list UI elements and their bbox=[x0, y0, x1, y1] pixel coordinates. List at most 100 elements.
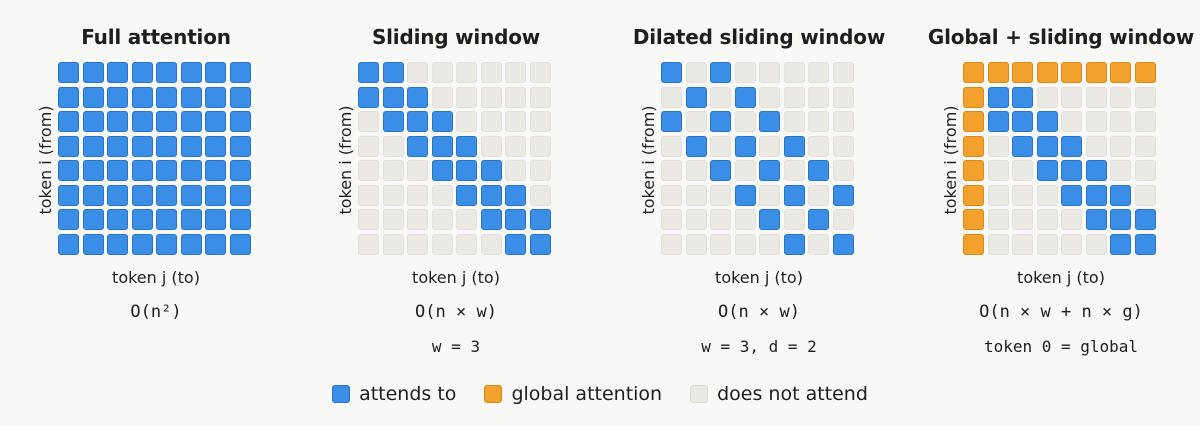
global-cell bbox=[963, 62, 984, 83]
attends-cell bbox=[180, 184, 202, 206]
attention-matrix bbox=[963, 62, 1159, 257]
attends-cell bbox=[229, 233, 251, 255]
global-cell bbox=[1012, 62, 1033, 83]
no-attend-cell bbox=[382, 160, 404, 181]
legend-label: attends to bbox=[359, 383, 457, 405]
attends-cell bbox=[107, 135, 128, 157]
legend-label: global attention bbox=[511, 383, 663, 405]
no-attend-cell bbox=[832, 209, 854, 230]
attends-cell bbox=[1012, 135, 1033, 157]
no-attend-cell bbox=[431, 233, 453, 255]
attends-cell bbox=[1134, 233, 1156, 255]
attends-cell bbox=[180, 111, 202, 132]
no-attend-cell bbox=[759, 184, 780, 206]
attends-cell bbox=[505, 184, 526, 206]
complexity-label: O(n × w) bbox=[415, 302, 497, 322]
attends-cell bbox=[710, 160, 731, 181]
no-attend-cell bbox=[1110, 86, 1131, 108]
attends-cell bbox=[808, 209, 829, 230]
no-attend-cell bbox=[832, 86, 854, 108]
attends-cell bbox=[58, 184, 79, 206]
attends-cell bbox=[987, 111, 1009, 132]
no-attend-cell bbox=[685, 111, 707, 132]
no-attend-cell bbox=[480, 233, 502, 255]
no-attend-cell bbox=[808, 86, 829, 108]
global-cell bbox=[963, 111, 984, 132]
parameter-label: token 0 = global bbox=[983, 337, 1139, 356]
no-attend-cell bbox=[1061, 86, 1082, 108]
no-attend-cell bbox=[358, 184, 379, 206]
panel-title: Full attention bbox=[81, 25, 231, 49]
no-attend-cell bbox=[808, 111, 829, 132]
no-attend-cell bbox=[832, 111, 854, 132]
global-cell bbox=[963, 86, 984, 108]
attends-cell bbox=[180, 62, 202, 83]
no-attend-cell bbox=[1134, 184, 1156, 206]
no-attend-cell bbox=[407, 160, 428, 181]
no-attend-cell bbox=[529, 86, 551, 108]
attention-matrix bbox=[358, 62, 554, 257]
no-attend-cell bbox=[685, 209, 707, 230]
no-attend-cell bbox=[759, 135, 780, 157]
no-attend-cell bbox=[808, 184, 829, 206]
attends-cell bbox=[1110, 184, 1131, 206]
no-attend-cell bbox=[661, 135, 682, 157]
no-attend-cell bbox=[505, 86, 526, 108]
no-attend-cell bbox=[1110, 160, 1131, 181]
attends-cell bbox=[58, 209, 79, 230]
no-attend-cell bbox=[456, 209, 477, 230]
no-attend-cell bbox=[505, 160, 526, 181]
legend-item-attends: attends to bbox=[332, 383, 456, 405]
global-cell bbox=[1061, 62, 1082, 83]
global-cell bbox=[963, 233, 984, 255]
attends-cell bbox=[58, 86, 79, 108]
no-attend-cell bbox=[505, 135, 526, 157]
attends-cell bbox=[734, 86, 756, 108]
attends-cell bbox=[987, 86, 1009, 108]
attends-cell bbox=[205, 111, 226, 132]
attention-matrix bbox=[661, 62, 857, 257]
attends-cell bbox=[431, 111, 453, 132]
attends-cell bbox=[407, 86, 428, 108]
no-attend-cell bbox=[661, 184, 682, 206]
no-attend-cell bbox=[685, 184, 707, 206]
attends-cell bbox=[759, 111, 780, 132]
no-attend-cell bbox=[759, 86, 780, 108]
no-attend-cell bbox=[1061, 233, 1082, 255]
no-attend-cell bbox=[1036, 86, 1058, 108]
no-attend-cell bbox=[987, 160, 1009, 181]
no-attend-cell bbox=[734, 233, 756, 255]
no-attend-cell bbox=[1134, 111, 1156, 132]
y-axis-label: token i (from) bbox=[639, 105, 658, 215]
no-attend-cell bbox=[529, 135, 551, 157]
no-attend-cell bbox=[783, 86, 805, 108]
attends-cell bbox=[107, 160, 128, 181]
attends-cell bbox=[205, 184, 226, 206]
no-attend-cell bbox=[1134, 86, 1156, 108]
no-attend-cell bbox=[783, 111, 805, 132]
no-attend-cell bbox=[407, 184, 428, 206]
attends-cell bbox=[131, 209, 153, 230]
attends-cell bbox=[783, 135, 805, 157]
attends-cell bbox=[1012, 86, 1033, 108]
no-attend-cell bbox=[1085, 86, 1107, 108]
global-cell bbox=[963, 184, 984, 206]
attends-cell bbox=[82, 111, 104, 132]
attends-cell bbox=[734, 184, 756, 206]
attends-cell bbox=[156, 135, 177, 157]
attends-cell bbox=[131, 184, 153, 206]
panel-full-attention: Full attention token i (from) token j (t… bbox=[36, 0, 340, 370]
attends-cell bbox=[107, 86, 128, 108]
attends-cell bbox=[783, 184, 805, 206]
attends-cell bbox=[58, 62, 79, 83]
attends-cell bbox=[358, 86, 379, 108]
attends-cell bbox=[229, 160, 251, 181]
no-attend-cell bbox=[1012, 209, 1033, 230]
attends-cell bbox=[759, 209, 780, 230]
global-cell bbox=[963, 160, 984, 181]
attends-cell bbox=[431, 135, 453, 157]
no-attend-cell bbox=[661, 209, 682, 230]
attends-cell bbox=[229, 111, 251, 132]
no-attend-cell bbox=[529, 62, 551, 83]
attends-cell bbox=[431, 160, 453, 181]
